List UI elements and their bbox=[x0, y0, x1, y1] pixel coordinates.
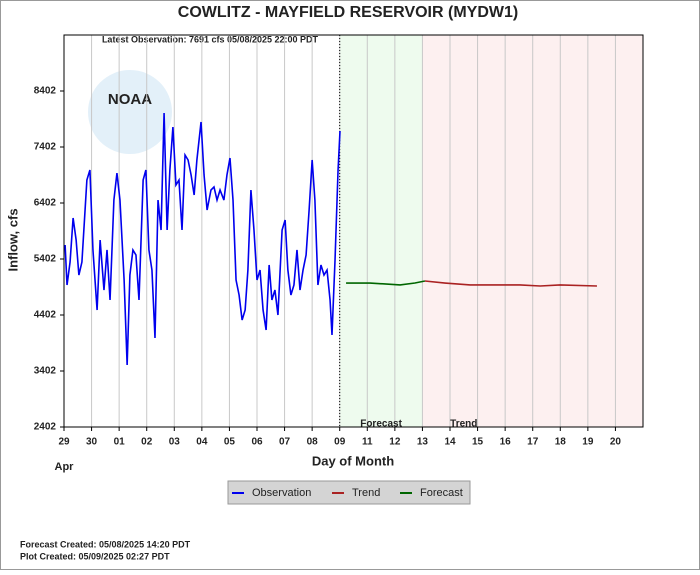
x-tick-label: 04 bbox=[196, 437, 208, 448]
region-label: Forecast bbox=[360, 419, 402, 430]
region-label: Trend bbox=[450, 419, 477, 430]
legend bbox=[227, 480, 471, 505]
x-tick-label: 19 bbox=[582, 437, 594, 448]
month-label: Apr bbox=[55, 461, 75, 473]
series-line bbox=[64, 112, 341, 366]
series-line bbox=[424, 280, 597, 287]
x-tick-label: 13 bbox=[417, 437, 429, 448]
x-tick-label: 16 bbox=[500, 437, 512, 448]
chart-title: COWLITZ - MAYFIELD RESERVOIR (MYDW1) bbox=[178, 4, 518, 21]
y-tick-label: 7402 bbox=[34, 142, 57, 153]
region bbox=[339, 35, 423, 427]
legend-entries: Observation Trend Forecast bbox=[232, 487, 463, 499]
x-tick-label: 17 bbox=[527, 437, 539, 448]
x-tick-label: 20 bbox=[610, 437, 622, 448]
logo-text: NOAA bbox=[108, 91, 152, 108]
y-tick-label: 6402 bbox=[34, 198, 57, 209]
x-axis-label: Day of Month bbox=[312, 453, 394, 468]
x-tick-label: 08 bbox=[307, 437, 319, 448]
x-tick-label: 14 bbox=[444, 437, 456, 448]
x-tick-label: 02 bbox=[141, 437, 153, 448]
y-tick-label: 8402 bbox=[34, 86, 57, 97]
logo bbox=[88, 70, 172, 154]
series-line bbox=[346, 280, 426, 286]
footer: Forecast Created: 05/08/2025 14:20 PDT bbox=[20, 539, 191, 549]
y-tick-label: 4402 bbox=[34, 310, 57, 321]
plot-border bbox=[63, 34, 644, 428]
x-tick-label: 01 bbox=[114, 437, 126, 448]
x-tick-label: 18 bbox=[555, 437, 567, 448]
x-tick-label: 11 bbox=[362, 437, 373, 448]
x-tick-label: 09 bbox=[334, 437, 346, 448]
legend-label: Trend bbox=[352, 487, 380, 499]
x-tick-label: 07 bbox=[279, 437, 291, 448]
y-tick-label: 5402 bbox=[34, 254, 57, 265]
footer: Plot Created: 05/09/2025 02:27 PDT bbox=[20, 551, 170, 561]
y-axis-label: Inflow, cfs bbox=[5, 208, 20, 271]
y-tick-label: 3402 bbox=[34, 366, 57, 377]
x-tick-label: 29 bbox=[58, 437, 70, 448]
x-tick-label: 15 bbox=[472, 437, 484, 448]
x-tick-label: 05 bbox=[224, 437, 236, 448]
legend-label: Forecast bbox=[420, 487, 463, 499]
y-tick-label: 2402 bbox=[34, 422, 57, 433]
x-tick-label: 12 bbox=[389, 437, 401, 448]
x-tick-label: 30 bbox=[86, 437, 98, 448]
x-tick-label: 06 bbox=[251, 437, 263, 448]
subtitle: Latest Observation: 7691 cfs 05/08/2025 … bbox=[102, 34, 319, 44]
x-tick-label: 03 bbox=[169, 437, 181, 448]
legend-label: Observation bbox=[252, 487, 311, 499]
